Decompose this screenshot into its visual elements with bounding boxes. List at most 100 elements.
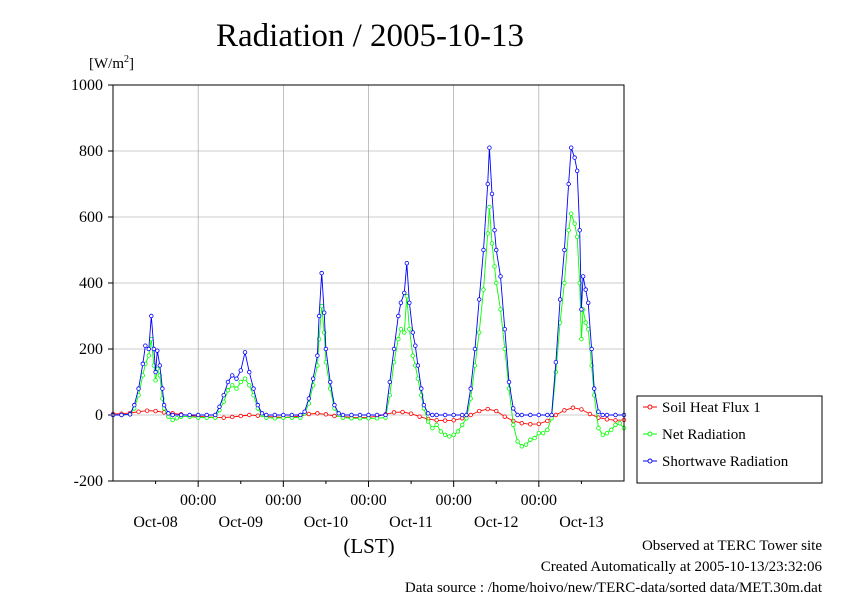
legend-swatch-marker: [647, 458, 653, 464]
data-point: [498, 307, 503, 312]
data-point: [404, 261, 410, 266]
data-point: [391, 346, 397, 352]
data-point: [146, 346, 151, 352]
data-point: [306, 396, 312, 401]
data-point: [234, 376, 239, 381]
data-point: [143, 343, 148, 348]
data-point: [557, 297, 563, 302]
data-point: [400, 409, 405, 415]
data-point: [451, 418, 456, 423]
y-axis-unit-text: [W/m: [89, 56, 124, 72]
data-point: [238, 379, 243, 385]
data-point: [170, 417, 175, 423]
data-point: [323, 346, 329, 352]
data-point: [502, 414, 507, 419]
data-point: [613, 418, 618, 423]
data-point: [468, 412, 473, 418]
data-point: [340, 412, 346, 418]
y-axis-unit-label: [W/m2]: [89, 54, 134, 72]
data-point: [136, 409, 141, 414]
data-point: [166, 411, 171, 416]
data-point: [153, 369, 158, 375]
footer-data-source: Data source : /home/hoivo/new/TERC-data/…: [405, 580, 823, 595]
data-point: [234, 386, 239, 391]
data-point: [332, 413, 337, 419]
data-point: [319, 303, 324, 309]
data-point: [349, 412, 354, 418]
data-point: [140, 361, 146, 367]
data-point: [528, 422, 533, 427]
data-point: [272, 412, 278, 418]
data-point: [419, 386, 424, 391]
legend-label: Soil Heat Flux 1: [662, 400, 761, 416]
data-point: [528, 412, 533, 418]
data-point: [238, 368, 243, 373]
data-point: [613, 412, 618, 418]
data-point: [494, 247, 499, 253]
y-tick-label: 600: [79, 209, 103, 226]
data-point: [494, 280, 499, 286]
data-point: [221, 393, 226, 398]
data-point: [587, 411, 593, 417]
data-point: [204, 412, 209, 418]
data-point: [174, 416, 180, 421]
data-point: [572, 155, 577, 160]
data-point: [570, 405, 576, 410]
data-point: [366, 412, 371, 418]
data-point: [562, 280, 567, 286]
data-point: [396, 313, 401, 319]
data-point: [545, 412, 550, 418]
legend-swatch-marker: [647, 404, 653, 410]
data-point: [421, 402, 427, 408]
x-day-label: Oct-11: [389, 514, 433, 531]
data-point: [586, 327, 591, 332]
legend: Soil Heat Flux 1 Net Radiation Shortwave R…: [636, 395, 823, 484]
data-point: [316, 313, 322, 319]
data-point: [434, 412, 439, 418]
data-point: [549, 412, 554, 418]
data-point: [151, 346, 157, 352]
data-point: [178, 412, 184, 418]
data-point: [566, 227, 571, 233]
data-point: [242, 376, 248, 381]
data-point: [230, 383, 235, 388]
data-point: [259, 411, 265, 416]
data-point: [195, 412, 201, 418]
data-point: [528, 437, 533, 442]
data-point: [536, 412, 542, 418]
data-point: [149, 313, 154, 319]
data-point: [566, 181, 571, 187]
x-tick-label: 00:00: [350, 492, 386, 509]
data-point: [136, 386, 141, 391]
data-point: [515, 439, 520, 444]
legend-swatch-marker: [647, 431, 653, 437]
data-point: [383, 412, 388, 418]
data-point: [487, 145, 492, 150]
data-point: [247, 383, 252, 388]
data-point: [604, 412, 610, 418]
data-point: [144, 408, 150, 413]
data-point: [455, 429, 461, 434]
data-point: [485, 406, 490, 412]
data-point: [413, 343, 418, 348]
data-point: [489, 241, 495, 246]
data-point: [451, 412, 456, 418]
data-point: [255, 413, 260, 418]
legend-label: Net Radiation: [662, 427, 746, 443]
data-point: [157, 363, 163, 368]
data-point: [404, 294, 410, 299]
data-point: [545, 418, 550, 424]
data-point: [264, 412, 269, 418]
data-point: [600, 412, 605, 418]
data-point: [485, 231, 490, 236]
data-point: [327, 379, 333, 385]
data-point: [519, 444, 524, 449]
data-point: [357, 412, 363, 418]
data-point: [434, 418, 439, 423]
footer-created: Created Automatically at 2005-10-13/23:3…: [541, 559, 823, 575]
data-point: [298, 412, 303, 418]
data-point: [391, 410, 397, 415]
data-point: [596, 426, 601, 431]
data-point: [579, 407, 584, 412]
